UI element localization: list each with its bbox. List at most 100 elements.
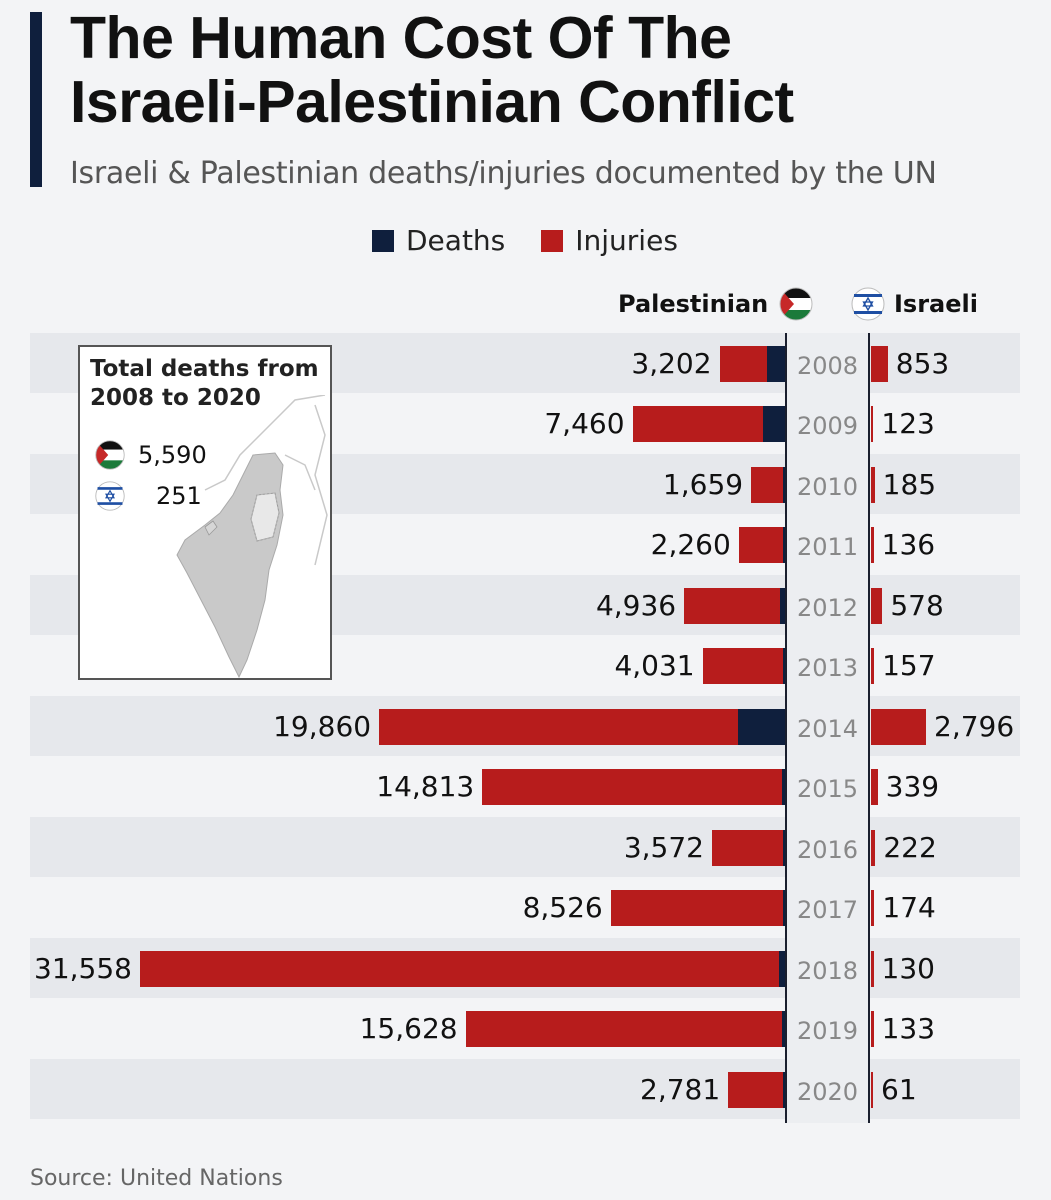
bar-israeli-2012 (871, 587, 883, 624)
year-label-2009: 2009 (796, 412, 859, 441)
bar-palestinian-deaths-2008 (766, 345, 785, 382)
bar-palestinian-deaths-2018 (778, 950, 785, 987)
legend: Deaths Injuries (372, 224, 714, 257)
bar-palestinian-injuries-2015 (482, 769, 782, 806)
inset-israeli-total-value: 251 (156, 482, 202, 510)
israel-flag-icon (851, 287, 885, 321)
legend-deaths: Deaths (372, 224, 505, 257)
label-israeli-2013: 157 (882, 649, 936, 683)
bar-israeli-2014 (871, 708, 926, 745)
chart-subtitle: Israeli & Palestinian deaths/injuries do… (70, 156, 937, 191)
bar-palestinian-injuries-2010 (751, 466, 783, 503)
column-header-palestinian-label: Palestinian (618, 290, 769, 318)
bar-palestinian-deaths-2012 (779, 587, 785, 624)
legend-deaths-label: Deaths (406, 224, 506, 257)
year-label-2017: 2017 (796, 896, 859, 925)
bar-israeli-2019 (871, 1011, 874, 1048)
bar-palestinian-injuries-2013 (702, 648, 783, 685)
label-israeli-2016: 222 (883, 830, 937, 864)
bar-israeli-2013 (871, 648, 875, 685)
label-israeli-2019: 133 (881, 1012, 936, 1046)
label-palestinian-2008: 3,202 (631, 346, 712, 380)
bar-israeli-2017 (871, 890, 875, 927)
year-label-2011: 2011 (796, 533, 859, 562)
year-column-background (787, 333, 868, 1123)
inset-title-line-2: 2008 to 2020 (90, 385, 261, 411)
bar-palestinian-deaths-2014 (737, 708, 785, 745)
bar-palestinian-injuries-2014 (379, 708, 738, 745)
palestine-flag-icon (779, 287, 813, 321)
bar-palestinian-deaths-2013 (782, 648, 785, 685)
year-label-2013: 2013 (796, 654, 859, 683)
bar-palestinian-2014 (379, 708, 785, 745)
label-israeli-2009: 123 (881, 407, 935, 441)
chart-title-line-1: The Human Cost Of The (70, 5, 732, 71)
inset-palestinian-total: 5,590 (94, 439, 207, 471)
legend-deaths-swatch (372, 229, 394, 252)
label-palestinian-2019: 15,628 (359, 1012, 458, 1046)
year-label-2018: 2018 (796, 956, 859, 985)
year-label-2015: 2015 (796, 775, 859, 804)
label-israeli-2008: 853 (895, 346, 950, 380)
bar-palestinian-2015 (482, 769, 785, 806)
bar-palestinian-deaths-2015 (781, 769, 785, 806)
bar-palestinian-deaths-2011 (782, 527, 785, 564)
inset-israeli-total: 251 (94, 480, 202, 512)
bar-palestinian-deaths-2017 (782, 890, 785, 927)
bar-israeli-2010 (871, 466, 875, 503)
label-israeli-2018: 130 (881, 951, 935, 985)
label-israeli-2015: 339 (885, 770, 940, 804)
label-palestinian-2013: 4,031 (614, 649, 695, 683)
bar-israeli-2009 (871, 406, 874, 443)
bar-palestinian-deaths-2016 (782, 829, 785, 866)
bar-palestinian-2019 (465, 1011, 785, 1048)
bar-israeli-2016 (871, 829, 876, 866)
bar-palestinian-2011 (738, 527, 785, 564)
title-accent-bar (30, 12, 42, 187)
israel-palestine-map-icon (176, 395, 328, 679)
label-israeli-2011: 136 (881, 528, 936, 562)
israel-flag-icon (95, 481, 125, 511)
column-header-israeli-label: Israeli (894, 290, 978, 318)
bar-palestinian-injuries-2018 (140, 950, 779, 987)
palestine-flag-icon (95, 440, 125, 470)
axis-line-right (868, 333, 870, 1123)
label-israeli-2010: 185 (882, 467, 937, 501)
bar-palestinian-deaths-2020 (782, 1071, 785, 1108)
bar-palestinian-2009 (632, 406, 785, 443)
bar-palestinian-injuries-2009 (632, 406, 764, 443)
bar-palestinian-deaths-2010 (782, 466, 785, 503)
bar-palestinian-2010 (751, 466, 785, 503)
year-label-2010: 2010 (796, 472, 859, 501)
bar-palestinian-injuries-2020 (728, 1071, 783, 1108)
year-label-2016: 2016 (796, 835, 859, 864)
bar-palestinian-injuries-2019 (465, 1011, 783, 1048)
year-label-2008: 2008 (796, 351, 859, 380)
inset-title: Total deaths from 2008 to 2020 (90, 355, 319, 413)
inset-total-deaths: Total deaths from 2008 to 2020 5,590 (78, 345, 332, 680)
label-palestinian-2015: 14,813 (376, 770, 475, 804)
chart-title-line-2: Israeli-Palestinian Conflict (70, 69, 794, 135)
legend-injuries-swatch (541, 229, 564, 252)
bar-israeli-2018 (871, 950, 874, 987)
bar-palestinian-deaths-2009 (763, 406, 785, 443)
bar-palestinian-2017 (610, 890, 785, 927)
chart-title: The Human Cost Of The Israeli-Palestinia… (70, 6, 794, 134)
bar-palestinian-injuries-2017 (610, 890, 783, 927)
label-palestinian-2020: 2,781 (640, 1072, 721, 1106)
inset-palestinian-total-value: 5,590 (138, 441, 207, 469)
column-header-palestinian: Palestinian (618, 286, 814, 322)
bar-israeli-2011 (871, 527, 874, 564)
label-israeli-2014: 2,796 (934, 709, 1015, 743)
source-note: Source: United Nations (30, 1166, 283, 1191)
bar-palestinian-2020 (728, 1071, 785, 1108)
bar-palestinian-injuries-2012 (684, 587, 780, 624)
column-header-israeli: Israeli (850, 286, 978, 322)
bar-palestinian-2018 (140, 950, 785, 987)
bar-palestinian-injuries-2008 (719, 345, 767, 382)
bar-palestinian-2016 (711, 829, 785, 866)
bar-israeli-2008 (871, 345, 888, 382)
label-palestinian-2014: 19,860 (273, 709, 372, 743)
label-palestinian-2012: 4,936 (595, 588, 677, 622)
label-palestinian-2016: 3,572 (623, 830, 704, 864)
